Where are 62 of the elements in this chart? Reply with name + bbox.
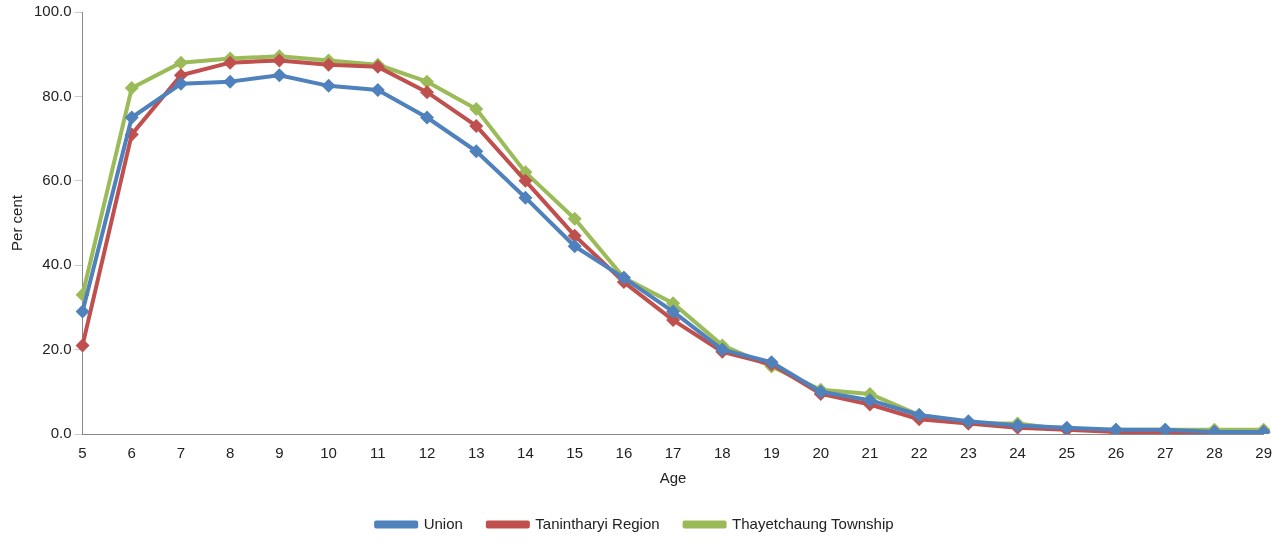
point [321,78,336,93]
point [469,144,484,159]
y-tick-label: 0.0 [50,424,72,442]
point [862,393,877,408]
legend-label: Tanintharyi Region [535,514,660,532]
point [567,228,582,243]
point [173,76,188,91]
point [321,57,336,72]
x-tick-label: 24 [1009,444,1026,462]
x-tick-label: 26 [1107,444,1125,462]
x-tick-label: 28 [1206,444,1223,462]
x-tick-label: 8 [226,444,235,462]
point [666,304,681,319]
point [469,102,484,117]
x-tick-label: 29 [1255,444,1272,462]
x-tick-label: 16 [615,444,633,462]
x-tick-label: 23 [960,444,977,462]
x-tick-label: 21 [861,444,879,462]
point [518,190,533,205]
x-tick-label: 25 [1058,444,1076,462]
x-tick-label: 19 [763,444,780,462]
x-tick-label: 14 [517,444,534,462]
point [173,55,188,70]
y-tick-label: 40.0 [42,255,72,273]
y-tick-label: 60.0 [42,170,72,188]
x-tick-label: 9 [275,444,284,462]
point [124,80,139,95]
point [75,304,90,319]
legend-label: Union [423,514,463,532]
legend-label: Thayetchaung Township [732,514,894,532]
y-axis-title: Per cent [8,194,26,251]
point [223,74,238,89]
point [567,239,582,254]
point [370,83,385,98]
x-tick-label: 13 [467,444,485,462]
y-tick-label: 80.0 [42,86,72,104]
point [124,110,139,125]
point [272,53,287,68]
x-tick-label: 18 [713,444,731,462]
x-axis-title: Age [659,469,687,487]
x-tick-label: 20 [812,444,830,462]
point [518,173,533,188]
x-tick-label: 11 [370,444,386,462]
x-tick-label: 12 [418,444,436,462]
point [420,74,435,89]
x-tick-label: 15 [566,444,584,462]
point [420,110,435,125]
point [223,55,238,70]
x-tick-label: 17 [664,444,682,462]
x-tick-label: 7 [176,444,186,462]
x-tick-label: 22 [910,444,928,462]
x-tick-label: 5 [78,444,87,462]
x-tick-label: 6 [127,444,136,462]
point [272,68,287,83]
y-tick-label: 20.0 [42,339,72,357]
point [75,338,90,353]
y-tick-label: 100.0 [33,2,72,20]
x-tick-label: 10 [320,444,337,462]
x-tick-label: 27 [1156,444,1174,462]
point [469,118,484,133]
point [420,85,435,100]
point [567,211,582,226]
